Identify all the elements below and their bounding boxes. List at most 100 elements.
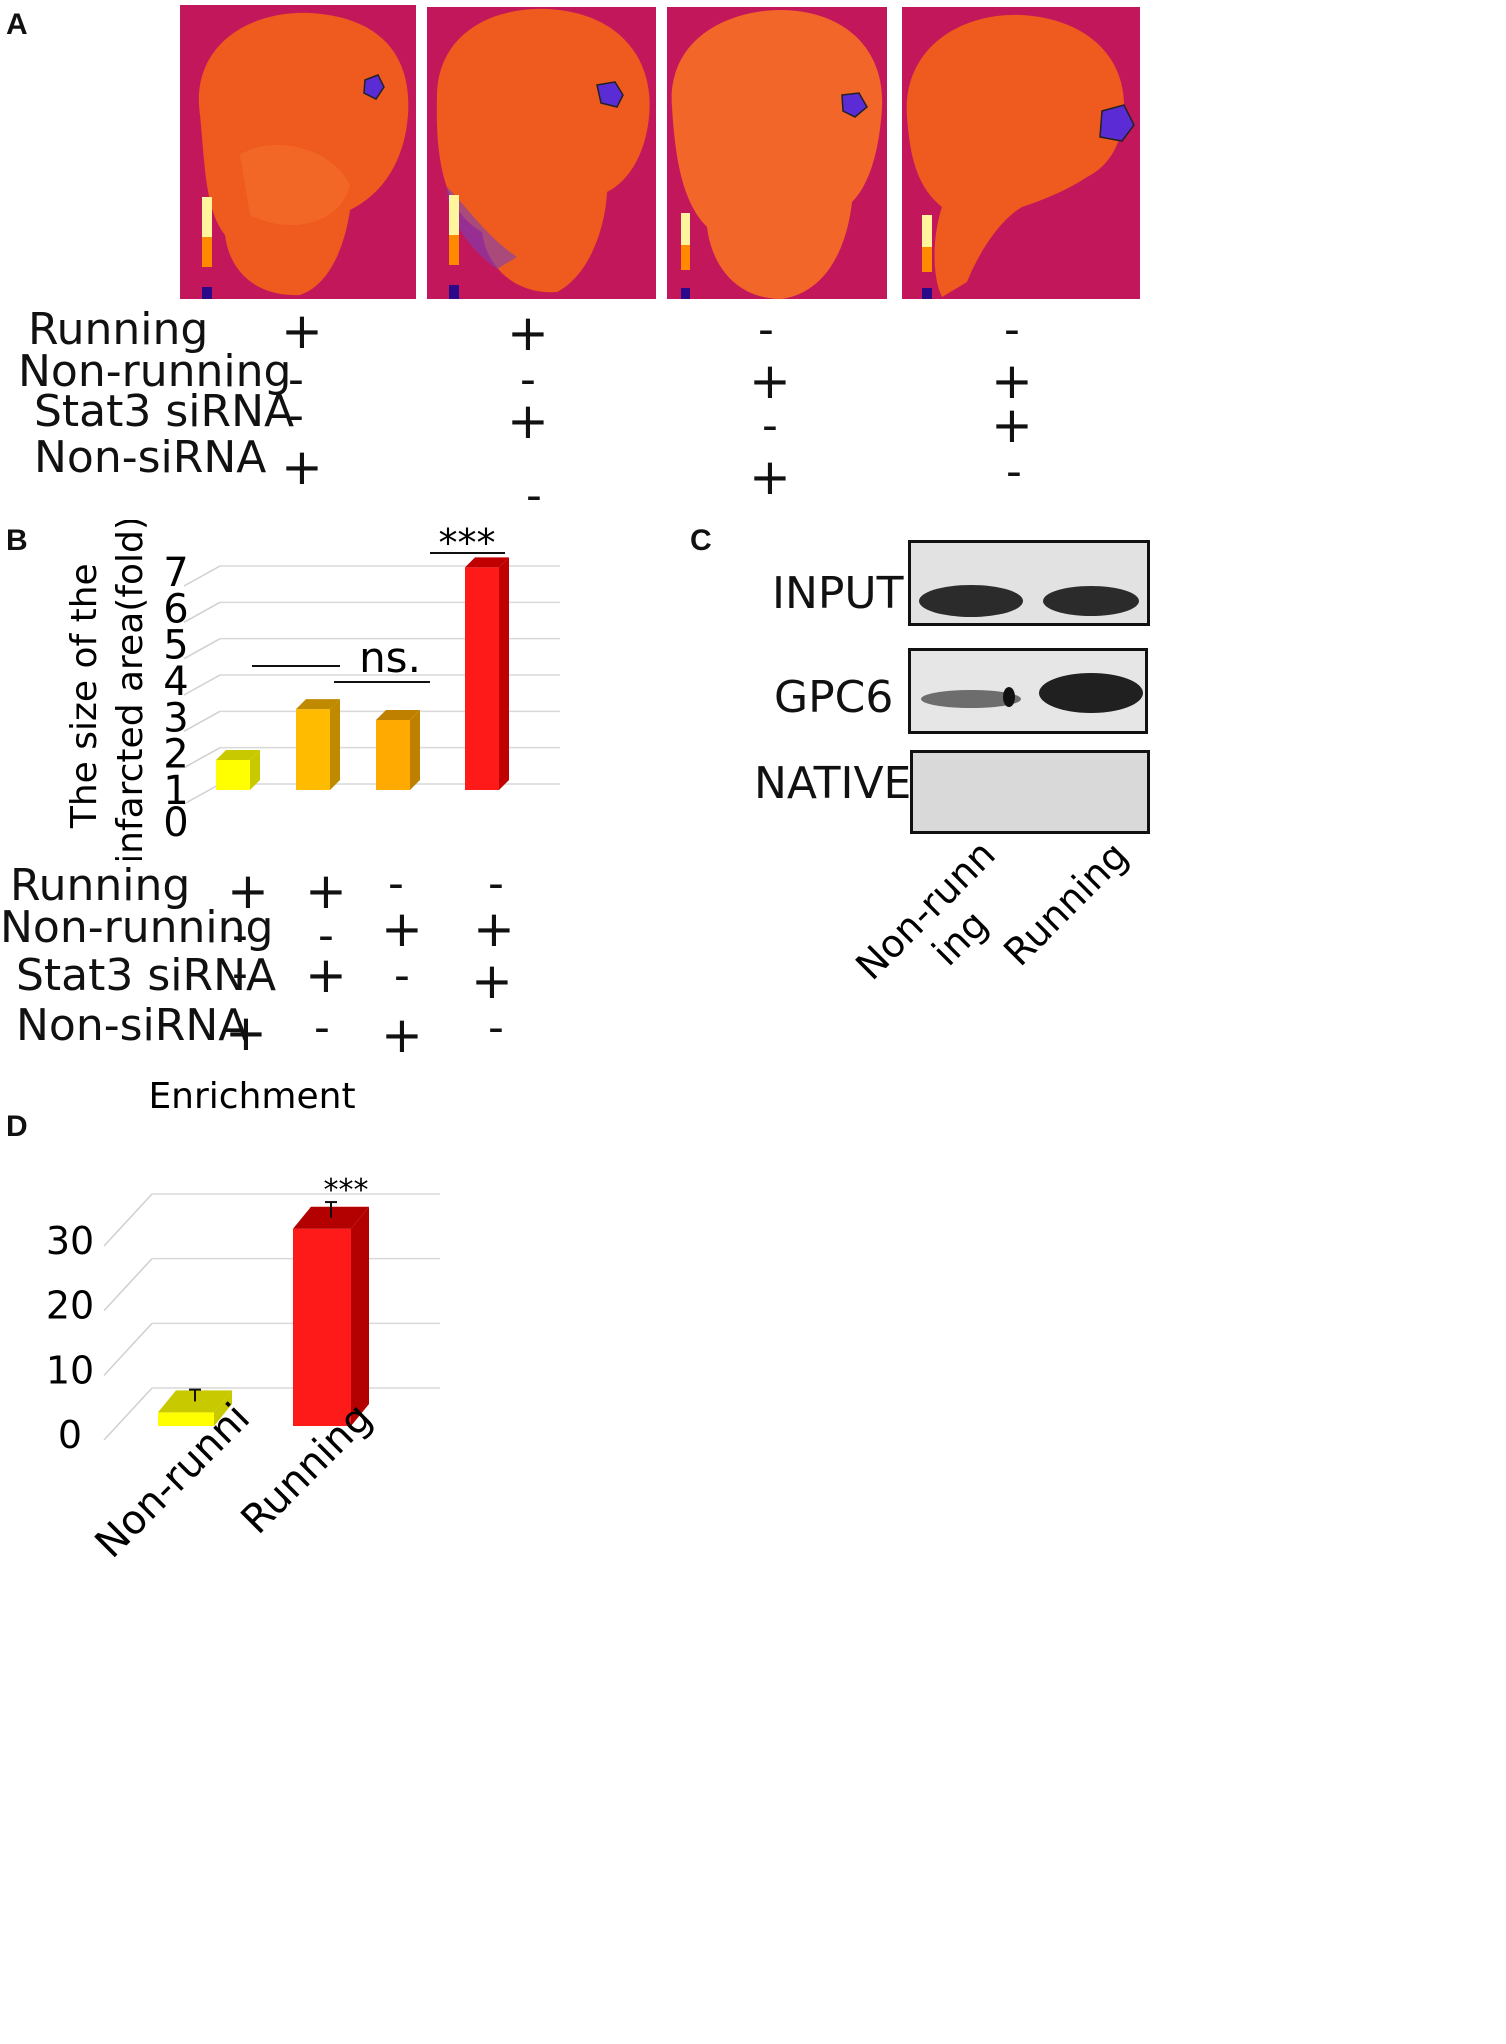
chart-b-ytick-label: 4 — [163, 659, 188, 705]
band-gpc6-non-running — [921, 690, 1021, 708]
chart-b-ylabel-line2: infarcted area(fold) — [110, 520, 151, 860]
chart-b-gridline — [183, 638, 221, 660]
brain-image-1 — [180, 5, 416, 299]
chart-b-bar — [216, 760, 250, 790]
b-sign: + — [471, 952, 513, 1010]
a-sign: - — [526, 470, 542, 521]
b-sign: - — [394, 950, 410, 1001]
a-sign: - — [520, 354, 536, 405]
blot-input — [908, 540, 1150, 626]
b-sign: - — [314, 1002, 330, 1053]
blot-native — [910, 750, 1150, 834]
a-sign: + — [507, 304, 549, 362]
chart-d-bar-side — [351, 1206, 369, 1426]
blot-label-gpc6: GPC6 — [774, 672, 894, 723]
chart-b-bar — [296, 709, 330, 790]
blot-label-input: INPUT — [772, 568, 904, 619]
a-label-non-sirna: Non-siRNA — [34, 432, 267, 483]
blot-label-native: NATIVE — [754, 758, 912, 809]
chart-b-gridline — [183, 710, 221, 732]
chart-b-ytick-label: 6 — [163, 586, 188, 632]
brain-image-2 — [427, 7, 656, 299]
chart-b-bar-top — [296, 699, 340, 710]
chart-b-gridline — [183, 601, 221, 623]
b-sign: + — [305, 862, 347, 920]
chart-b-bars — [216, 557, 509, 790]
chart-b-bar — [465, 567, 499, 790]
a-sign: - — [288, 390, 304, 441]
chart-b-bar-top — [216, 750, 260, 760]
a-label-non-running: Non-running — [18, 346, 292, 397]
chart-b-gridline — [183, 747, 221, 769]
a-sign: + — [749, 448, 791, 506]
chart-b-bar-side — [250, 750, 260, 790]
chart-d-bar-side — [214, 1390, 232, 1426]
blot-lane-labels: Non-runn ing Running — [847, 840, 1136, 1000]
b-sign: - — [232, 948, 248, 999]
a-sign: - — [762, 400, 778, 451]
panel-a-letter: A — [6, 8, 28, 41]
a-sign: + — [991, 396, 1033, 454]
b-sign: + — [381, 1006, 423, 1064]
chart-d-gridline — [103, 1387, 153, 1441]
band-input-running — [1043, 586, 1139, 616]
chart-b-gridline — [183, 565, 221, 587]
chart-b-gridline — [183, 674, 221, 696]
a-label-running: Running — [28, 304, 209, 355]
lane-label-running: Running — [995, 840, 1136, 974]
chart-b-gridline — [183, 783, 221, 805]
b-star-label: *** — [439, 521, 496, 565]
b-sign: + — [225, 1004, 267, 1062]
chart-d-ytick-label: 30 — [46, 1219, 94, 1263]
lane-label-non-running: Non-runn ing — [847, 840, 1043, 1000]
b-sign: + — [381, 900, 423, 958]
chart-d-ytick-label: 20 — [46, 1284, 94, 1328]
ns-label: ns. — [359, 633, 421, 682]
chart-d-bars — [158, 1201, 369, 1426]
chart-b-ytick-label: 7 — [163, 550, 188, 596]
b-sign: + — [473, 900, 515, 958]
b-sign: - — [388, 858, 404, 909]
chart-b-ytick-label: 2 — [163, 732, 188, 778]
chart-b-ylabel-line1: The size of the — [64, 563, 105, 829]
a-sign: + — [749, 352, 791, 410]
chart-b-bar-side — [330, 699, 340, 790]
chart-b-ylabel: The size of the infarcted area(fold) — [64, 520, 151, 860]
a-sign: - — [758, 304, 774, 355]
a-sign: + — [281, 438, 323, 496]
panel-b-letter: B — [6, 524, 28, 557]
chart-d-title: Enrichment — [148, 1076, 355, 1117]
chart-b-ytick-label: 3 — [163, 695, 188, 741]
chart-b-ytick-label: 1 — [163, 768, 188, 814]
brain-image-4 — [902, 7, 1140, 299]
b-sign: - — [488, 858, 504, 909]
d-star-label: *** — [324, 1173, 369, 1208]
b-label-running: Running — [10, 860, 191, 911]
a-sign: - — [1004, 304, 1020, 355]
band-input-non-running — [919, 585, 1023, 617]
b-label-non-running: Non-running — [0, 902, 274, 953]
chart-b-bar — [376, 720, 410, 790]
b-sign: - — [488, 1002, 504, 1053]
a-sign: + — [507, 392, 549, 450]
panel-c-letter: C — [690, 524, 712, 557]
chart-d-gridline — [103, 1258, 153, 1312]
chart-d-gridlines — [103, 1193, 440, 1441]
chart-d-bar — [158, 1412, 214, 1426]
chart-b-bar-side — [410, 710, 420, 790]
chart-b-ytick-label: 0 — [163, 800, 188, 846]
band-gpc6-running — [1039, 673, 1143, 713]
b-sign: - — [318, 910, 334, 961]
chart-d-ytick-label: 10 — [46, 1348, 94, 1392]
a-sign: - — [1006, 446, 1022, 497]
b-sign: - — [232, 910, 248, 961]
b-sign: + — [227, 862, 269, 920]
a-sign: - — [288, 354, 304, 405]
band-gpc6-spot — [1003, 687, 1015, 707]
chart-d-gridline — [103, 1322, 153, 1376]
chart-b-bar-top — [465, 557, 509, 568]
chart-d-ytick-labels: 0 10 20 30 — [46, 1219, 94, 1457]
a-label-stat3-sirna: Stat3 siRNA — [34, 386, 295, 437]
